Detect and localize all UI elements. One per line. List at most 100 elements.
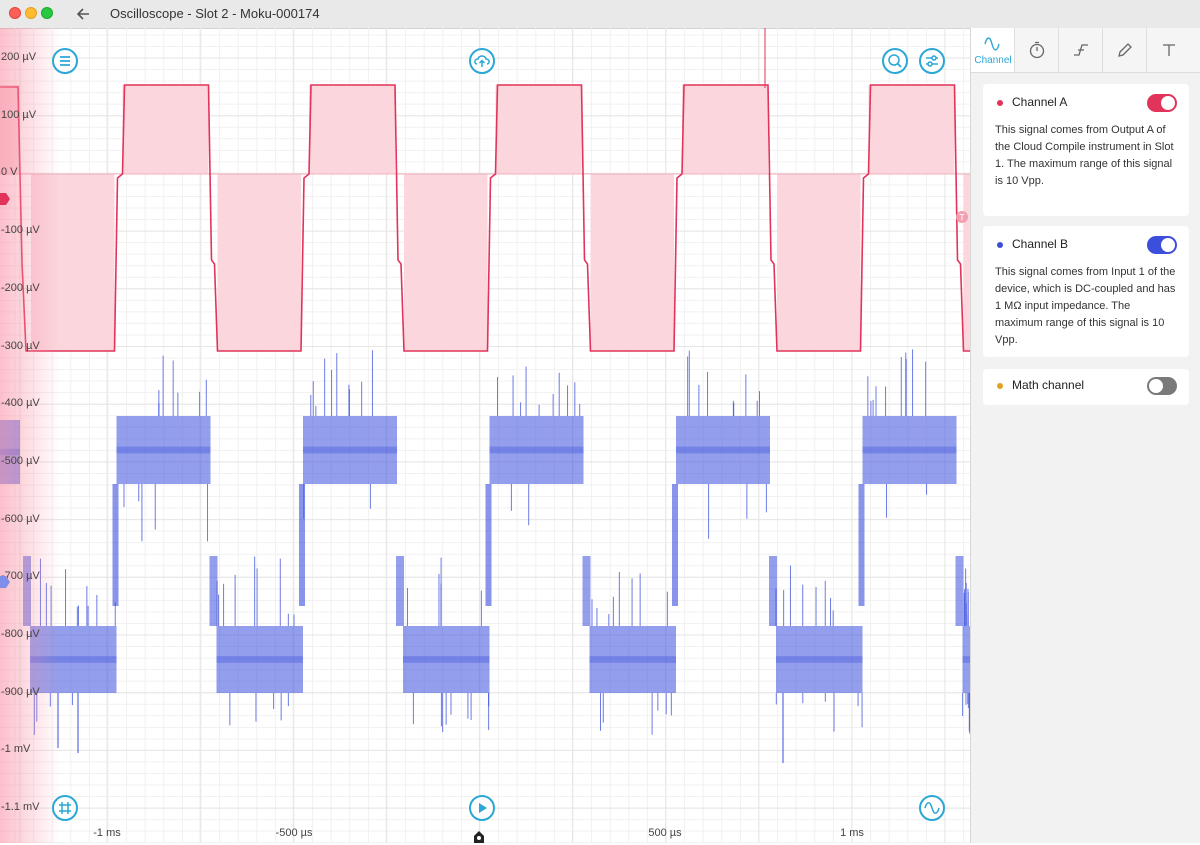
menu-button[interactable] [52, 48, 78, 74]
sine-wave-icon [984, 37, 1000, 51]
autoscale-button[interactable] [882, 48, 908, 74]
magnifier-icon [888, 54, 902, 68]
signal-generator-button[interactable] [919, 795, 945, 821]
channel-a-fill-segment [682, 85, 768, 174]
back-arrow-icon[interactable] [74, 4, 94, 24]
channel-b-band [489, 416, 584, 484]
channel-b-band [216, 626, 303, 693]
hamburger-icon [60, 56, 70, 66]
y-axis-label: 200 µV [1, 51, 37, 63]
y-axis-label: -600 µV [1, 512, 40, 525]
cloud-upload-button[interactable] [469, 48, 495, 74]
side-panel: Channel Channel A [970, 28, 1200, 843]
channel-b-band-core [676, 446, 770, 454]
minimize-window-button[interactable] [25, 7, 37, 19]
channel-b-band-core [776, 656, 863, 663]
grid-icon [59, 802, 71, 814]
grid-toggle-button[interactable] [52, 795, 78, 821]
tab-measure[interactable] [1103, 28, 1147, 72]
x-axis-label: -1 ms [93, 827, 121, 839]
channel-a-card: Channel A This signal comes from Output … [983, 84, 1189, 216]
y-axis-label: 0 V [1, 166, 18, 179]
cloud-upload-icon [474, 55, 490, 67]
math-channel-color-dot [997, 383, 1003, 389]
channel-b-band-core [403, 656, 490, 663]
close-window-button[interactable] [9, 7, 21, 19]
y-axis-label: -500 µV [1, 454, 40, 467]
y-axis-label: -100 µV [1, 224, 40, 237]
y-axis-label: -900 µV [1, 685, 40, 698]
channel-a-toggle[interactable] [1147, 94, 1177, 112]
y-axis-label: -1.1 mV [1, 801, 40, 814]
x-axis-label: 500 µs [648, 827, 682, 839]
play-icon [479, 803, 487, 813]
oscilloscope-plot[interactable]: 200 µV 100 µV 0 V -100 µV -200 µV -300 µV -400… [0, 28, 970, 843]
channel-b-color-dot [997, 242, 1003, 248]
channel-b-band [403, 626, 490, 693]
plot-canvas[interactable] [0, 28, 970, 843]
maximize-window-button[interactable] [41, 7, 53, 19]
channel-a-fill-segment [868, 85, 955, 174]
channel-b-edge [23, 556, 31, 626]
channel-a-fill-segment [122, 85, 209, 174]
stopwatch-icon [1029, 41, 1045, 59]
window-title: Oscilloscope - Slot 2 - Moku-000174 [110, 6, 320, 21]
math-channel-title: Math channel [1012, 378, 1085, 392]
channel-a-fill-segment [404, 174, 488, 351]
channel-a-offset-marker[interactable] [0, 193, 10, 205]
sliders-icon [926, 55, 938, 67]
y-axis-label: 100 µV [1, 108, 37, 121]
math-channel-toggle[interactable] [1147, 377, 1177, 395]
channel-a-fill-segment [495, 85, 582, 174]
channel-b-description: This signal comes from Input 1 of the de… [995, 266, 1176, 346]
channel-b-edge [299, 484, 305, 606]
y-axis-label: -400 µV [1, 397, 40, 410]
channel-a-trigger-marker[interactable]: T [955, 210, 969, 224]
channel-b-edge [112, 484, 119, 606]
channel-a-fill-segment [777, 174, 861, 351]
channel-b-band [676, 416, 770, 484]
channel-b-band [962, 626, 970, 693]
math-channel-card: Math channel [983, 369, 1189, 405]
channel-b-band-core [30, 656, 117, 663]
channel-b-edge [955, 556, 964, 626]
channel-b-edge [769, 556, 777, 626]
tab-channel[interactable]: Channel [971, 28, 1015, 72]
trigger-time-marker[interactable] [472, 831, 486, 845]
channel-b-edge [672, 484, 678, 606]
channel-b-band-core [116, 446, 211, 454]
channel-b-band [303, 416, 397, 484]
tab-timebase[interactable] [1015, 28, 1059, 72]
channel-a-fill-segment [590, 174, 674, 351]
y-axis-label: -800 µV [1, 628, 40, 640]
channel-b-title: Channel B [1012, 237, 1069, 251]
channel-a-fill-segment [309, 85, 395, 174]
y-axis-label: -300 µV [1, 339, 40, 352]
title-bar: Oscilloscope - Slot 2 - Moku-000174 [0, 0, 1200, 29]
channel-b-band [776, 626, 863, 693]
channel-b-card: Channel B This signal comes from Input 1… [983, 226, 1189, 357]
channel-b-band [862, 416, 957, 484]
channel-b-band-core [589, 656, 676, 663]
pencil-icon [1118, 43, 1132, 57]
run-button[interactable] [469, 795, 495, 821]
channel-b-edge [858, 484, 865, 606]
channel-a-title: Channel A [1012, 95, 1068, 109]
settings-sliders-button[interactable] [919, 48, 945, 74]
channel-b-edge [582, 556, 591, 626]
y-axis-label: -200 µV [1, 281, 40, 294]
channel-a-fill-segment [0, 85, 20, 174]
tab-channel-label: Channel [974, 55, 1012, 66]
channel-a-description: This signal comes from Output A of the C… [995, 124, 1174, 187]
channel-b-band [116, 416, 211, 484]
trigger-edge-icon [1074, 44, 1088, 56]
channel-b-offset-marker[interactable] [0, 576, 10, 588]
channel-b-toggle[interactable] [1147, 236, 1177, 254]
channel-a-fill-segment [31, 174, 115, 351]
channel-b-band-core [303, 446, 397, 454]
svg-text:T: T [959, 213, 965, 223]
channel-a-color-dot [997, 100, 1003, 106]
tab-trigger[interactable] [1059, 28, 1103, 72]
channel-b-band-core [216, 656, 303, 663]
tab-cursors[interactable] [1147, 28, 1191, 72]
